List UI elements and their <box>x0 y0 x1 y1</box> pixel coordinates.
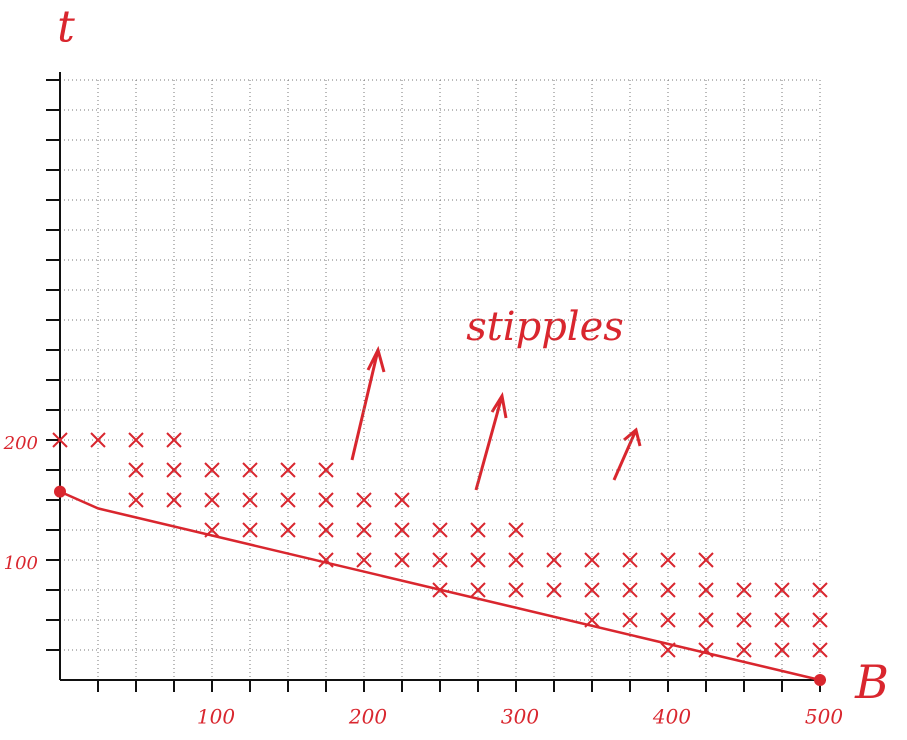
x-tick-label: 300 <box>501 705 539 729</box>
cross-mark <box>319 523 333 537</box>
cross-mark <box>775 643 789 657</box>
endpoint <box>814 674 826 686</box>
x-tick-label: 100 <box>197 705 235 729</box>
cross-mark <box>813 643 827 657</box>
y-tick-label: 200 <box>3 433 38 454</box>
x-tick-label: 200 <box>348 705 387 729</box>
chart: t B stipples 100 200 300 400 500 100 200 <box>0 0 907 740</box>
cross-mark <box>471 523 485 537</box>
arrow <box>614 430 640 480</box>
cross-mark <box>813 583 827 597</box>
y-axis-label: t <box>57 2 75 53</box>
arrow <box>352 350 384 460</box>
cross-mark <box>547 583 561 597</box>
arrows <box>352 350 640 490</box>
y-tick-label: 100 <box>4 553 38 574</box>
x-axis-label: B <box>854 655 889 709</box>
annotation: stipples <box>466 304 624 350</box>
boundary-line <box>60 492 820 680</box>
cross-mark <box>167 463 181 477</box>
cross-mark <box>699 583 713 597</box>
cross-mark <box>623 583 637 597</box>
endpoint <box>54 486 66 498</box>
cross-mark <box>471 583 485 597</box>
cross-mark <box>243 463 257 477</box>
x-tick-label: 400 <box>652 705 691 729</box>
cross-mark <box>775 583 789 597</box>
cross-mark <box>395 523 409 537</box>
page: {"chart_data": {"type": "scatter", "y_la… <box>0 0 907 740</box>
cross-mark <box>243 523 257 537</box>
cross-mark <box>699 643 713 657</box>
cross-mark <box>319 463 333 477</box>
x-tick-label: 500 <box>805 705 843 729</box>
